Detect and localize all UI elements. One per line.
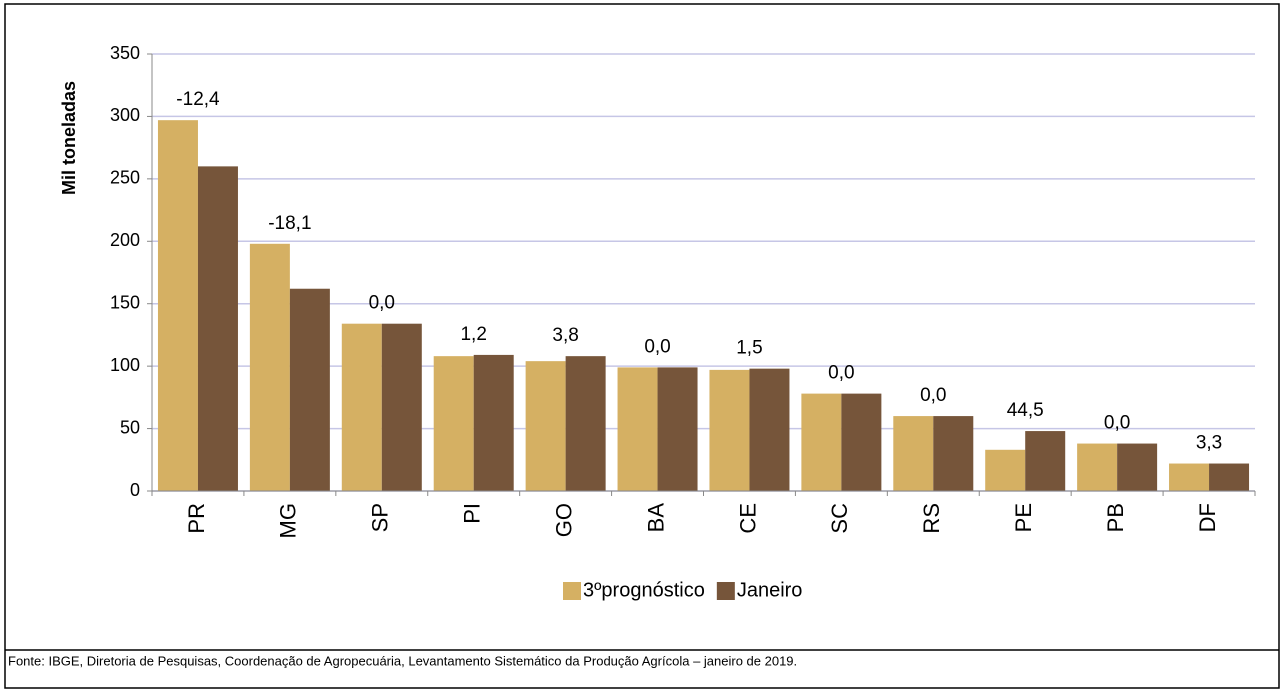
- bar: [433, 356, 474, 491]
- y-tick-label: 300: [110, 105, 140, 125]
- y-tick-label: 0: [130, 480, 140, 500]
- y-axis-label: Mil toneladas: [59, 81, 79, 195]
- x-tick-label: PB: [1103, 503, 1128, 532]
- x-tick-label: RS: [919, 503, 944, 534]
- bar: [341, 323, 382, 491]
- bar: [933, 416, 974, 491]
- y-tick-label: 50: [120, 417, 140, 437]
- x-tick-label: BA: [643, 503, 668, 533]
- bar: [525, 361, 566, 491]
- y-tick-label: 150: [110, 292, 140, 312]
- y-tick-label: 250: [110, 168, 140, 188]
- bar: [1077, 443, 1118, 491]
- y-tick-label: 350: [110, 43, 140, 63]
- change-label: 0,0: [920, 385, 946, 406]
- bar: [617, 367, 658, 491]
- change-label: 44,5: [1007, 400, 1044, 421]
- x-tick-label: PI: [460, 503, 485, 524]
- bar: [985, 449, 1026, 491]
- bar: [249, 243, 290, 491]
- x-tick-label: PR: [184, 503, 209, 534]
- change-label: 1,2: [460, 324, 486, 345]
- bar: [157, 120, 198, 491]
- x-tick-label: GO: [551, 503, 576, 537]
- bar: [1209, 463, 1250, 491]
- legend-label: 3ºprognóstico: [583, 579, 705, 601]
- y-tick-label: 100: [110, 355, 140, 375]
- change-label: 0,0: [644, 336, 670, 357]
- bar: [893, 416, 934, 491]
- x-tick-label: CE: [735, 503, 760, 534]
- bar: [197, 166, 238, 491]
- bar: [289, 288, 330, 491]
- legend-swatch: [716, 582, 735, 600]
- legend-label: Janeiro: [737, 579, 803, 601]
- bar: [381, 323, 422, 491]
- bar: [709, 369, 750, 491]
- bar: [1025, 431, 1066, 491]
- bar: [841, 393, 882, 491]
- y-tick-label: 200: [110, 230, 140, 250]
- x-tick-label: SP: [368, 503, 393, 532]
- source: Fonte: IBGE, Diretoria de Pesquisas, Coo…: [8, 653, 797, 668]
- change-label: -18,1: [268, 213, 311, 234]
- change-label: 3,8: [552, 325, 578, 346]
- bar: [565, 356, 606, 491]
- change-label: 3,3: [1196, 433, 1222, 454]
- bar: [801, 393, 842, 491]
- legend-swatch: [563, 582, 581, 600]
- x-tick-label: SC: [827, 503, 852, 534]
- bar: [473, 354, 514, 491]
- change-label: 0,0: [828, 363, 854, 384]
- change-label: 0,0: [1104, 413, 1130, 434]
- x-tick-label: MG: [276, 503, 301, 538]
- x-tick-label: DF: [1195, 503, 1220, 532]
- bar: [1169, 463, 1210, 491]
- change-label: -12,4: [176, 89, 220, 110]
- bar: [657, 367, 698, 491]
- bar: [749, 368, 790, 491]
- frame: [4, 3, 1280, 689]
- change-label: 1,5: [736, 338, 762, 359]
- change-label: 0,0: [369, 293, 395, 314]
- x-tick-label: PE: [1011, 503, 1036, 532]
- bar: [1117, 443, 1158, 491]
